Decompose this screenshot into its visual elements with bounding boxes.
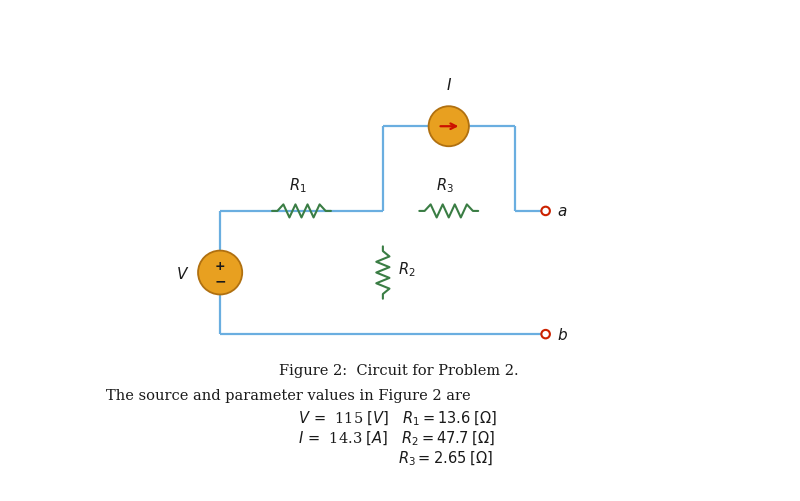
Text: $V\,=\;\,$115$\;[V]\quad R_1=13.6\;[\Omega]$: $V\,=\;\,$115$\;[V]\quad R_1=13.6\;[\Ome…: [298, 409, 497, 427]
Circle shape: [542, 207, 550, 216]
Text: $R_1$: $R_1$: [289, 176, 306, 194]
Text: $I$: $I$: [446, 77, 452, 93]
Text: The source and parameter values in Figure 2 are: The source and parameter values in Figur…: [106, 388, 471, 402]
Text: $V$: $V$: [176, 265, 190, 281]
Text: $R_2$: $R_2$: [398, 260, 416, 279]
Text: −: −: [214, 274, 226, 288]
Circle shape: [429, 107, 469, 147]
Text: +: +: [215, 260, 226, 273]
Text: Figure 2:  Circuit for Problem 2.: Figure 2: Circuit for Problem 2.: [278, 363, 518, 377]
Circle shape: [198, 251, 242, 295]
Text: $R_3=2.65\;[\Omega]$: $R_3=2.65\;[\Omega]$: [398, 449, 494, 467]
Circle shape: [542, 330, 550, 339]
Text: $I\,=\;\,$14.3$\;[A]\quad R_2=47.7\;[\Omega]$: $I\,=\;\,$14.3$\;[A]\quad R_2=47.7\;[\Om…: [298, 429, 494, 447]
Text: $R_3$: $R_3$: [436, 176, 454, 194]
Text: $a$: $a$: [558, 204, 567, 218]
Text: $b$: $b$: [558, 327, 568, 343]
